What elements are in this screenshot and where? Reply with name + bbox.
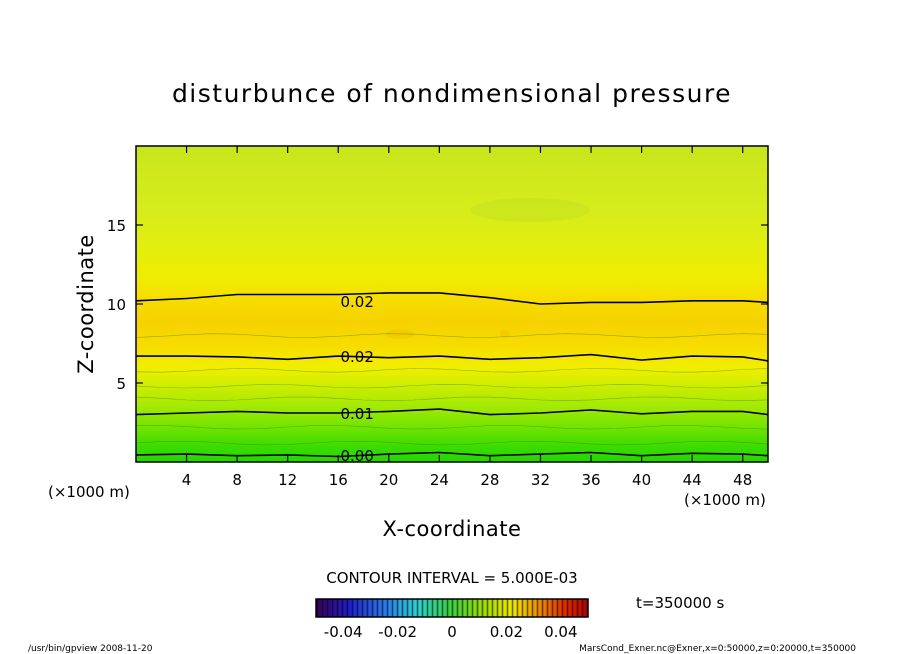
footer-right: MarsCond_Exner.nc@Exner,x=0:50000,z=0:20… — [579, 644, 856, 654]
colorbar-tick-label: 0.04 — [544, 623, 577, 641]
y-axis-unit: (×1000 m) — [48, 483, 130, 501]
x-tick-label: 24 — [430, 471, 449, 489]
x-axis-tick-labels: 4 8 12 16 20 24 28 32 36 40 44 48 — [182, 471, 752, 489]
x-tick-label: 20 — [379, 471, 398, 489]
colorbar-tick-label: -0.02 — [378, 623, 417, 641]
thin-contour — [135, 396, 769, 402]
field-patch — [500, 330, 510, 338]
contour-label: 0.02 — [340, 348, 373, 366]
thin-contour — [135, 368, 769, 373]
colorbar-tick-labels: -0.04 -0.02 0 0.02 0.04 — [324, 623, 578, 641]
contour-line — [135, 292, 769, 305]
colorbar-frame — [315, 598, 589, 618]
plot-area: 0.02 0.02 0.01 0.00 — [135, 145, 769, 465]
x-tick-label: 48 — [733, 471, 752, 489]
chart-title: disturbunce of nondimensional pressure — [172, 79, 732, 108]
y-axis-tick-labels: 5 10 15 — [107, 217, 126, 393]
x-tick-label: 36 — [581, 471, 600, 489]
x-tick-label: 44 — [683, 471, 702, 489]
contour-line — [136, 353, 769, 362]
y-tick-label: 5 — [116, 375, 126, 393]
x-tick-label: 8 — [232, 471, 242, 489]
y-axis-label: Z-coordinate — [74, 234, 98, 374]
thin-contours — [135, 333, 769, 446]
contour-line — [135, 451, 769, 458]
thin-contour — [135, 384, 769, 389]
colorbar-hatch — [316, 599, 588, 617]
x-tick-label: 40 — [632, 471, 651, 489]
field-patch — [470, 198, 590, 222]
x-axis-label: X-coordinate — [383, 517, 522, 541]
x-tick-label: 12 — [278, 471, 297, 489]
frame-ticks — [136, 146, 768, 462]
contour-interval-text: CONTOUR INTERVAL = 5.000E-03 — [326, 569, 577, 587]
colorbar-tick-label: 0.02 — [490, 623, 523, 641]
footer-left: /usr/bin/gpview 2008-11-20 — [28, 644, 153, 654]
x-tick-label: 4 — [182, 471, 192, 489]
y-tick-label: 15 — [107, 217, 126, 235]
time-label: t=350000 s — [636, 594, 724, 612]
contour-lines: 0.02 0.02 0.01 0.00 — [135, 292, 769, 465]
contour-label: 0.01 — [340, 405, 373, 423]
colorbar-tick-label: -0.04 — [324, 623, 363, 641]
contour-label: 0.00 — [340, 447, 373, 465]
x-tick-label: 16 — [329, 471, 348, 489]
y-tick-label: 10 — [107, 296, 126, 314]
x-tick-label: 28 — [480, 471, 499, 489]
colorbar: -0.04 -0.02 0 0.02 0.04 — [315, 598, 589, 641]
field-fill — [136, 146, 768, 462]
thin-contour — [135, 440, 769, 446]
field-patch — [386, 329, 414, 339]
thin-contour — [135, 333, 769, 338]
x-axis-unit: (×1000 m) — [684, 491, 766, 509]
colorbar-tick-label: 0 — [447, 623, 457, 641]
contour-line — [135, 408, 769, 416]
contour-label: 0.02 — [340, 293, 373, 311]
thin-contour — [135, 425, 769, 430]
x-tick-label: 32 — [531, 471, 550, 489]
